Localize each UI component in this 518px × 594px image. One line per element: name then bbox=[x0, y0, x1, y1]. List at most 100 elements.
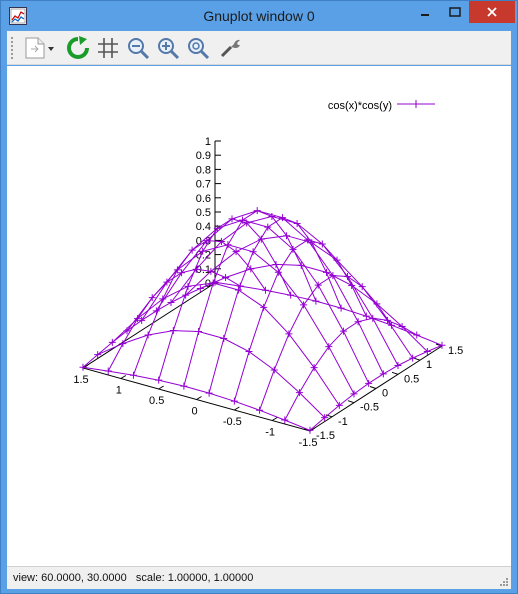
status-text: view: 60.0000, 30.0000 scale: 1.00000, 1… bbox=[13, 572, 254, 584]
surface-point bbox=[195, 327, 203, 335]
close-button[interactable] bbox=[469, 1, 515, 23]
surface-point bbox=[379, 370, 387, 378]
x-tick-label: 0 bbox=[191, 406, 197, 418]
surface-point bbox=[203, 237, 211, 245]
status-bar: view: 60.0000, 30.0000 scale: 1.00000, 1… bbox=[7, 566, 511, 589]
surface-point bbox=[152, 307, 160, 315]
surface-point bbox=[94, 351, 102, 359]
surface-point bbox=[138, 316, 146, 324]
y-tick-mark bbox=[347, 400, 355, 404]
surface-point bbox=[230, 397, 238, 405]
surface-line-const-y bbox=[170, 215, 399, 366]
y-tick-label: 1 bbox=[426, 359, 432, 371]
surface-point bbox=[207, 267, 215, 275]
legend-sample-point bbox=[412, 100, 420, 108]
surface-point bbox=[373, 300, 381, 308]
surface-point bbox=[184, 282, 192, 290]
surface-point bbox=[249, 248, 257, 256]
surface-point bbox=[148, 294, 156, 302]
surface-points bbox=[79, 207, 446, 434]
surface-point bbox=[329, 272, 337, 280]
copy-button[interactable] bbox=[21, 35, 57, 61]
y-tick-label: -1.5 bbox=[316, 430, 335, 442]
surface-point bbox=[297, 261, 305, 269]
surface-line-const-x bbox=[208, 217, 342, 394]
surface-point bbox=[310, 364, 318, 372]
minimize-button[interactable] bbox=[411, 1, 439, 23]
surface-point bbox=[281, 416, 289, 424]
surface-point bbox=[247, 265, 255, 273]
toolbar bbox=[7, 31, 511, 65]
resize-grip-icon[interactable] bbox=[499, 577, 509, 587]
z-tick-label: 0.7 bbox=[196, 179, 211, 191]
surface-point bbox=[205, 389, 213, 397]
surface-point bbox=[243, 219, 251, 227]
surface-point bbox=[283, 232, 291, 240]
surface-line-const-y bbox=[126, 244, 355, 395]
toolbar-grip[interactable] bbox=[11, 37, 13, 59]
surface-plot: cos(x)*cos(y) 10.90.80.70.60.50.40.30.20… bbox=[73, 100, 463, 449]
maximize-button[interactable] bbox=[441, 1, 469, 23]
surface-point bbox=[321, 414, 329, 422]
surface-point bbox=[388, 321, 396, 329]
surface-point bbox=[358, 283, 366, 291]
y-tick-mark bbox=[369, 386, 377, 389]
surface-point bbox=[350, 390, 358, 398]
surface-point bbox=[337, 304, 345, 312]
surface-point bbox=[438, 341, 446, 349]
surface-point bbox=[245, 348, 253, 356]
surface-point bbox=[333, 256, 341, 264]
z-tick-label: 0.5 bbox=[196, 207, 211, 219]
surface-point bbox=[308, 239, 316, 247]
surface-point bbox=[104, 367, 112, 375]
plot-canvas[interactable]: cos(x)*cos(y) 1 0.9 0.8 0.7 0.6 0.5 0.4 0.3 0.2 0… bbox=[7, 66, 511, 566]
surface-point bbox=[232, 248, 240, 256]
options-button[interactable] bbox=[217, 35, 243, 61]
surface-point bbox=[182, 291, 190, 299]
x-tick-label: -0.5 bbox=[223, 416, 242, 428]
y-tick-label: 0.5 bbox=[404, 373, 419, 385]
surface-point bbox=[173, 266, 181, 274]
gnuplot-app-icon[interactable] bbox=[9, 7, 27, 25]
surface-point bbox=[261, 286, 269, 294]
grid-icon bbox=[98, 38, 118, 58]
surface-line-const-y bbox=[82, 366, 311, 431]
surface-point bbox=[322, 268, 330, 276]
surface-point bbox=[312, 297, 320, 305]
zoom-previous-button[interactable] bbox=[125, 35, 151, 61]
surface-point bbox=[325, 343, 333, 351]
surface-point bbox=[180, 382, 188, 390]
surface-point bbox=[222, 273, 230, 281]
surface-point bbox=[257, 235, 265, 243]
surface-line-const-y bbox=[200, 263, 428, 352]
legend: cos(x)*cos(y) bbox=[328, 100, 435, 112]
surface-point bbox=[295, 389, 303, 397]
options-icon bbox=[220, 39, 240, 58]
z-tick-label: 0.4 bbox=[196, 221, 211, 233]
surface-line-const-y bbox=[155, 210, 384, 375]
zoom-reset-button[interactable] bbox=[185, 35, 211, 61]
title-bar[interactable]: Gnuplot window 0 bbox=[1, 1, 517, 31]
surface-point bbox=[234, 286, 242, 294]
legend-label: cos(x)*cos(y) bbox=[328, 100, 392, 112]
surface-point bbox=[236, 282, 244, 290]
surface-point bbox=[293, 219, 301, 227]
x-tick-mark bbox=[271, 417, 278, 421]
x-tick-mark bbox=[158, 385, 164, 390]
maximize-icon bbox=[449, 7, 461, 17]
zoom-next-button[interactable] bbox=[155, 35, 181, 61]
surface-point bbox=[274, 268, 282, 276]
surface-point bbox=[348, 281, 356, 289]
axis-ticks: 10.90.80.70.60.50.40.30.20.10-1.5-1-0.50… bbox=[73, 136, 463, 449]
surface-line-const-x bbox=[158, 218, 292, 381]
x-tick-mark bbox=[120, 375, 127, 379]
surface-point bbox=[220, 334, 228, 342]
y-tick-label: -1 bbox=[338, 416, 348, 428]
grid-button[interactable] bbox=[95, 35, 121, 61]
surface-point bbox=[169, 327, 177, 335]
surface-point bbox=[264, 223, 272, 231]
copy-icon bbox=[25, 37, 54, 59]
surface-point bbox=[335, 401, 343, 409]
replot-button[interactable] bbox=[65, 35, 91, 61]
y-tick-label: -0.5 bbox=[360, 402, 379, 414]
